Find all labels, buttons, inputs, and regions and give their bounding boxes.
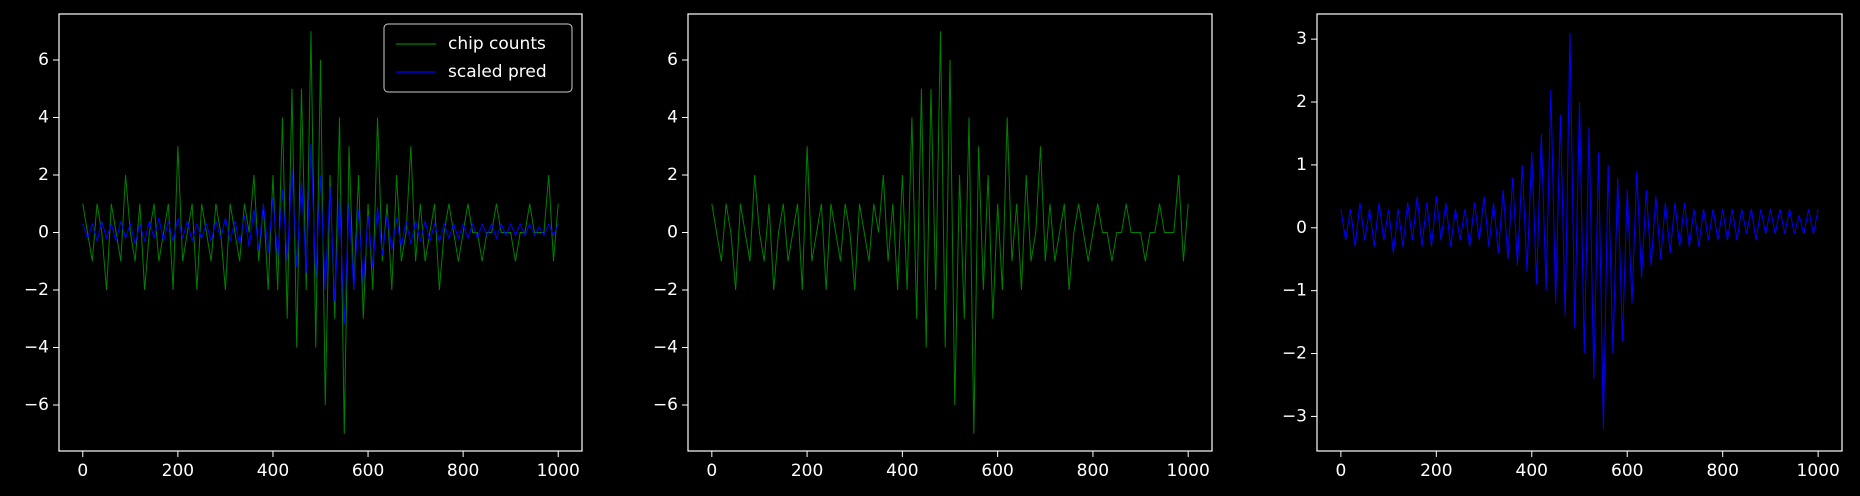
y-tick-label: 3 [1296,29,1307,49]
x-tick-label: 1000 [537,461,580,481]
y-tick-label: 0 [667,223,678,243]
x-tick-label: 200 [1420,461,1452,481]
x-tick-label: 600 [1611,461,1643,481]
y-tick-label: −3 [1282,406,1307,426]
legend-label: scaled pred [448,62,547,82]
x-tick-label: 200 [162,461,194,481]
y-tick-label: 6 [667,50,678,70]
legend-label: chip counts [448,34,546,54]
y-tick-label: −4 [24,338,49,358]
series-line [82,31,559,434]
y-tick-label: 6 [38,50,49,70]
plot-frame [687,13,1213,452]
y-tick-label: −4 [653,338,678,358]
x-tick-label: 0 [706,461,717,481]
y-tick-label: −6 [24,395,49,415]
x-tick-label: 0 [1335,461,1346,481]
series-line [82,143,559,325]
y-tick-label: 2 [1296,92,1307,112]
x-tick-label: 0 [77,461,88,481]
y-tick-label: 0 [1296,218,1307,238]
y-tick-label: −2 [1282,344,1307,364]
x-tick-label: 800 [1706,461,1738,481]
x-tick-label: 600 [352,461,384,481]
x-tick-label: 200 [791,461,823,481]
x-tick-label: 600 [981,461,1013,481]
y-tick-label: 2 [667,165,678,185]
x-tick-label: 800 [447,461,479,481]
x-tick-label: 800 [1077,461,1109,481]
y-tick-label: −2 [653,280,678,300]
x-tick-label: 1000 [1797,461,1840,481]
y-tick-label: 0 [38,223,49,243]
y-tick-label: 1 [1296,155,1307,175]
x-tick-label: 400 [886,461,918,481]
x-tick-label: 400 [1516,461,1548,481]
series-line [1340,32,1819,429]
plot-frame [58,13,583,452]
y-tick-label: −2 [24,280,49,300]
x-tick-label: 400 [257,461,289,481]
y-tick-label: −6 [653,395,678,415]
y-tick-label: 4 [38,108,49,128]
y-tick-label: 4 [667,108,678,128]
plot-frame [1316,13,1843,452]
legend-box [383,23,573,93]
y-tick-label: 2 [38,165,49,185]
y-tick-label: −1 [1282,281,1307,301]
series-line [711,31,1189,434]
x-tick-label: 1000 [1167,461,1210,481]
